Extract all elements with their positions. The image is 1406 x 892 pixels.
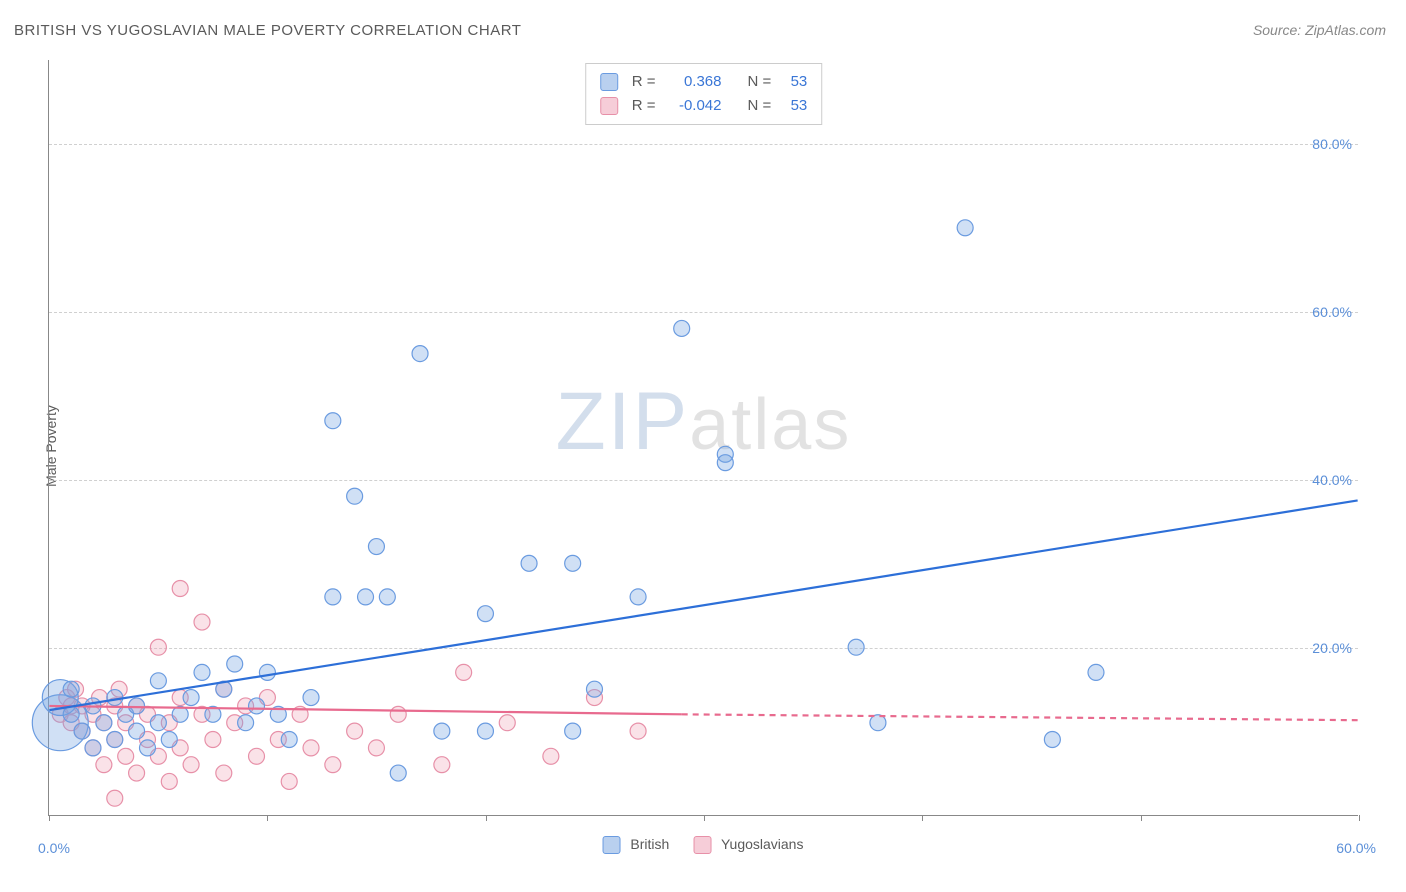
x-tick-mark [486,815,487,821]
data-point [368,539,384,555]
data-point [96,757,112,773]
data-point [412,346,428,362]
data-point [368,740,384,756]
data-point [325,589,341,605]
x-tick-mark [922,815,923,821]
data-point [161,773,177,789]
data-point [161,732,177,748]
trend-line [49,500,1357,710]
legend-item-yugoslavians: Yugoslavians [693,836,803,854]
data-point [129,765,145,781]
data-point [565,723,581,739]
plot-area: ZIPatlas 20.0%40.0%60.0%80.0% R = 0.368 … [48,60,1358,816]
data-point [96,715,112,731]
x-tick-mark [704,815,705,821]
legend-label-yugoslavians: Yugoslavians [721,836,804,852]
x-tick-mark [267,815,268,821]
x-tick-mark [49,815,50,821]
data-point [1088,664,1104,680]
data-point [325,757,341,773]
data-point [150,639,166,655]
legend-label-british: British [630,836,669,852]
data-point [107,790,123,806]
swatch-yugoslavians-icon [693,836,711,854]
data-point [303,740,319,756]
data-point [107,732,123,748]
data-point [303,690,319,706]
data-point [172,581,188,597]
chart-title: BRITISH VS YUGOSLAVIAN MALE POVERTY CORR… [14,22,521,39]
data-point [477,606,493,622]
data-point [129,723,145,739]
data-point [586,681,602,697]
data-point [107,690,123,706]
data-point [205,732,221,748]
data-point [139,740,155,756]
data-point [150,673,166,689]
data-point [565,555,581,571]
data-point [194,614,210,630]
data-point [183,690,199,706]
data-point [259,664,275,680]
data-point [390,765,406,781]
data-point [85,740,101,756]
x-axis-min-label: 0.0% [38,840,70,856]
data-point [499,715,515,731]
source-label: Source: ZipAtlas.com [1253,22,1386,38]
data-point [281,732,297,748]
data-point [150,715,166,731]
data-point [456,664,472,680]
data-point [717,455,733,471]
data-point [216,765,232,781]
data-point [358,589,374,605]
data-point [281,773,297,789]
data-point [325,413,341,429]
x-axis-max-label: 60.0% [1336,840,1376,856]
data-point [238,715,254,731]
data-point [63,681,79,697]
data-point [74,723,90,739]
data-point [63,706,79,722]
data-point [390,706,406,722]
swatch-british-icon [603,836,621,854]
data-point [249,748,265,764]
data-point [434,757,450,773]
data-point [521,555,537,571]
data-point [347,488,363,504]
x-tick-mark [1359,815,1360,821]
data-point [1044,732,1060,748]
data-point [194,664,210,680]
data-point [957,220,973,236]
data-point [347,723,363,739]
x-tick-mark [1141,815,1142,821]
series-legend: British Yugoslavians [603,836,804,854]
data-point [183,757,199,773]
chart-container: BRITISH VS YUGOSLAVIAN MALE POVERTY CORR… [0,0,1406,892]
data-point [630,723,646,739]
data-point [249,698,265,714]
data-point [379,589,395,605]
data-point [543,748,559,764]
data-point [674,320,690,336]
data-point [118,748,134,764]
trend-line [682,714,1358,720]
data-point [227,656,243,672]
data-point [848,639,864,655]
legend-item-british: British [603,836,670,854]
data-point [477,723,493,739]
data-point [630,589,646,605]
scatter-svg [49,60,1358,815]
data-point [434,723,450,739]
